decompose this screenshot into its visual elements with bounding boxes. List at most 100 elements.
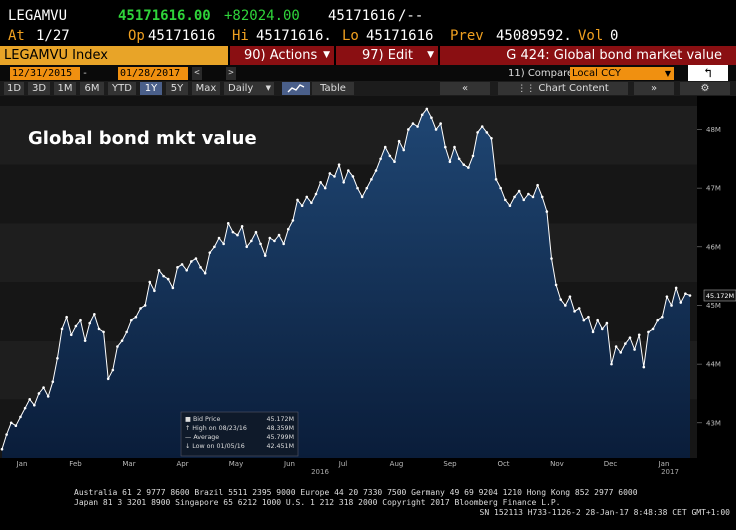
- data-point: [199, 266, 202, 269]
- end-date-input[interactable]: 01/28/2017: [118, 67, 188, 80]
- price-area: [2, 108, 690, 459]
- data-point: [254, 230, 258, 234]
- y-tick-label: 48M: [706, 126, 721, 134]
- data-point: [443, 145, 447, 149]
- last-price-2: 45171616: [328, 8, 396, 24]
- y-tick-label: 47M: [706, 185, 721, 193]
- range-max[interactable]: Max: [192, 82, 220, 95]
- edit-menu[interactable]: 97) Edit ▼: [336, 46, 438, 65]
- data-point: [245, 245, 249, 249]
- data-point: [679, 301, 683, 304]
- x-tick-label: Nov: [550, 460, 564, 468]
- data-point: [522, 198, 526, 202]
- data-point: [559, 298, 563, 301]
- data-point: [476, 131, 479, 134]
- data-point: [226, 222, 230, 225]
- collapse-right-icon[interactable]: »: [634, 82, 674, 95]
- data-point: [434, 128, 438, 131]
- data-point: [157, 268, 161, 272]
- data-point: [83, 339, 87, 342]
- data-point: [263, 254, 267, 257]
- data-point: [323, 186, 327, 190]
- data-point: [111, 368, 115, 372]
- data-point: [453, 145, 456, 149]
- data-point: [125, 330, 128, 334]
- actions-menu[interactable]: 90) Actions ▼: [230, 46, 334, 65]
- range-ytd[interactable]: YTD: [108, 82, 136, 95]
- high-label: Hi: [232, 28, 249, 44]
- price-suffix: /--: [398, 8, 424, 24]
- volume-label: Vol: [578, 28, 604, 44]
- legend-average-label: — Average: [185, 434, 219, 441]
- data-point: [69, 333, 73, 337]
- data-point: [310, 201, 313, 205]
- data-point: [120, 339, 124, 342]
- start-date-input[interactable]: 12/31/2015: [10, 67, 80, 80]
- x-tick-label: Dec: [604, 460, 618, 468]
- data-point: [250, 239, 253, 243]
- range-5y[interactable]: 5Y: [166, 82, 188, 95]
- data-point: [19, 415, 22, 419]
- data-point: [166, 277, 170, 281]
- data-point: [383, 145, 387, 149]
- chart-content-button[interactable]: ⋮⋮ Chart Content: [498, 82, 628, 95]
- date-forward-arrow-icon[interactable]: >: [226, 67, 236, 80]
- data-point: [471, 154, 475, 158]
- table-view-button[interactable]: Table: [312, 82, 354, 95]
- data-point: [171, 286, 175, 290]
- collapse-left-icon[interactable]: «: [440, 82, 490, 95]
- data-point: [462, 163, 466, 166]
- data-point: [65, 315, 68, 319]
- legend-low-label: ↓ Low on 01/05/16: [185, 443, 245, 450]
- data-point: [420, 113, 424, 117]
- x-tick-label: Oct: [497, 460, 509, 468]
- data-point: [554, 283, 558, 287]
- data-point: [633, 348, 636, 351]
- currency-select[interactable]: Local CCY ▼: [570, 67, 674, 80]
- data-point: [0, 447, 4, 451]
- range-6m[interactable]: 6M: [80, 82, 104, 95]
- data-point: [573, 310, 576, 313]
- legend-low-value: 42.451M: [267, 443, 294, 450]
- data-point: [656, 318, 659, 322]
- data-point: [129, 318, 133, 322]
- range-1y[interactable]: 1Y: [140, 82, 162, 95]
- data-point: [411, 122, 415, 125]
- data-point: [351, 175, 355, 178]
- data-point: [430, 116, 433, 120]
- security-field[interactable]: LEGAMVU Index: [0, 46, 228, 65]
- line-chart-icon[interactable]: [282, 82, 310, 95]
- price-chart[interactable]: 43M 44M 45M 46M 47M 48M Jan Feb Mar Apr May Jun Jul…: [0, 96, 736, 486]
- currency-value: Local CCY: [572, 68, 621, 79]
- data-point: [370, 178, 373, 181]
- range-1d[interactable]: 1D: [4, 82, 24, 95]
- frequency-select[interactable]: Daily ▼: [224, 82, 274, 95]
- data-point: [185, 268, 188, 272]
- chart-title: Global bond mkt value: [28, 128, 257, 149]
- range-1m[interactable]: 1M: [54, 82, 76, 95]
- data-point: [600, 327, 604, 331]
- data-point: [328, 172, 332, 175]
- data-point: [314, 192, 318, 196]
- back-arrow-icon[interactable]: ↰: [688, 65, 728, 82]
- data-point: [499, 186, 502, 190]
- data-point: [688, 294, 692, 297]
- page-title: G 424: Global bond market value: [440, 46, 736, 65]
- compare-button[interactable]: 11) Compare: [508, 67, 573, 80]
- data-point: [277, 233, 281, 237]
- data-point: [222, 242, 225, 246]
- data-point: [531, 195, 535, 199]
- data-point: [637, 333, 641, 337]
- data-point: [614, 345, 618, 348]
- range-3d[interactable]: 3D: [28, 82, 50, 95]
- data-point: [651, 327, 655, 331]
- date-back-arrow-icon[interactable]: <: [192, 67, 202, 80]
- data-point: [674, 286, 678, 290]
- gear-icon[interactable]: ⚙: [680, 82, 730, 95]
- data-point: [60, 327, 64, 331]
- data-point: [337, 163, 341, 166]
- data-point: [670, 304, 673, 307]
- price-change: +82024.00: [224, 8, 300, 24]
- data-point: [665, 295, 669, 298]
- ticker[interactable]: LEGAMVU: [8, 8, 68, 24]
